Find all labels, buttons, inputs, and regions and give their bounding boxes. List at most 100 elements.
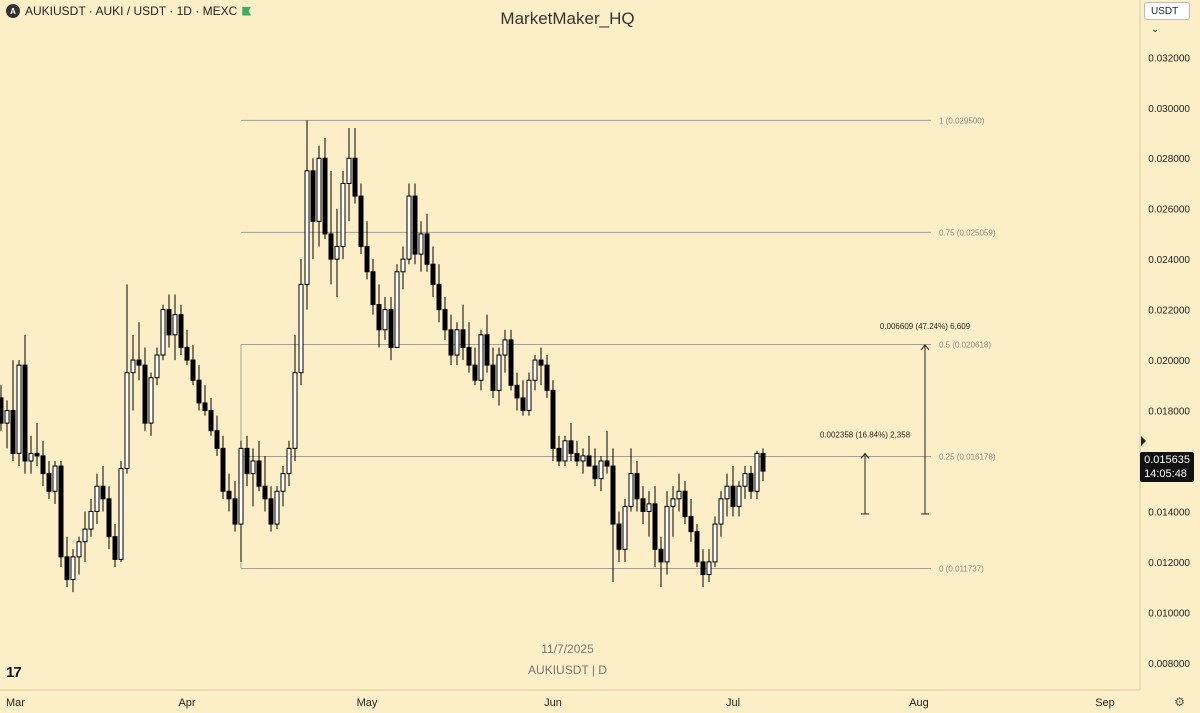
candle-down bbox=[652, 503, 658, 550]
x-tick-label: Mar bbox=[6, 697, 25, 709]
candle-down bbox=[556, 447, 562, 462]
candle-up bbox=[304, 170, 310, 285]
candle-down bbox=[634, 473, 640, 500]
candle-down bbox=[538, 359, 544, 366]
candle-up bbox=[418, 233, 424, 255]
candle-down bbox=[256, 460, 262, 487]
candle-down bbox=[136, 359, 142, 366]
y-tick-label: 0.014000 bbox=[1148, 507, 1190, 518]
y-tick-label: 0.022000 bbox=[1148, 306, 1190, 317]
candle-up bbox=[340, 182, 346, 248]
candle-down bbox=[424, 233, 430, 265]
x-tick-label: Jul bbox=[726, 697, 740, 709]
x-tick-label: May bbox=[357, 697, 378, 709]
candle-up bbox=[562, 440, 568, 462]
candle-down bbox=[604, 460, 610, 467]
candle-down bbox=[592, 465, 598, 480]
candle-up bbox=[718, 498, 724, 525]
candle-down bbox=[694, 531, 700, 563]
y-tick-label: 0.008000 bbox=[1148, 659, 1190, 670]
candle-up bbox=[724, 485, 730, 500]
candle-down bbox=[748, 473, 754, 492]
candle-down bbox=[460, 329, 466, 348]
candle-down bbox=[490, 364, 496, 391]
candle-down bbox=[142, 364, 148, 424]
candle-down bbox=[760, 452, 766, 472]
candle-up bbox=[130, 359, 136, 374]
candle-up bbox=[502, 339, 508, 356]
fib-level-label: 0.75 (0.025059) bbox=[939, 228, 996, 237]
candle-up bbox=[28, 452, 34, 462]
candle-down bbox=[196, 379, 202, 404]
measure-arrowhead bbox=[920, 344, 930, 351]
x-tick-label: Aug bbox=[909, 697, 929, 709]
footer-date: 11/7/2025 bbox=[541, 642, 594, 656]
bar-countdown: 14:05:48 bbox=[1144, 468, 1187, 480]
candle-up bbox=[82, 528, 88, 543]
y-tick-label: 0.020000 bbox=[1148, 356, 1190, 367]
candle-down bbox=[220, 447, 226, 492]
candle-up bbox=[154, 354, 160, 379]
y-tick-label: 0.028000 bbox=[1148, 154, 1190, 165]
candle-down bbox=[586, 455, 592, 467]
candle-down bbox=[226, 490, 232, 500]
candle-up bbox=[736, 485, 742, 507]
candle-down bbox=[610, 465, 616, 525]
candle-up bbox=[52, 465, 58, 492]
symbol-header: A AUKIUSDT · AUKI / USDT · 1D · MEXC bbox=[6, 4, 252, 18]
candle-down bbox=[640, 498, 646, 512]
candle-up bbox=[298, 283, 304, 374]
candle-down bbox=[430, 263, 436, 285]
candle-up bbox=[118, 468, 124, 560]
candle-down bbox=[10, 410, 16, 454]
chevron-down-icon: ⌄ bbox=[1151, 24, 1160, 35]
candle-up bbox=[394, 271, 400, 348]
y-tick-label: 0.024000 bbox=[1148, 255, 1190, 266]
candle-down bbox=[178, 314, 184, 348]
price-marker-icon bbox=[1141, 436, 1146, 446]
candle-down bbox=[700, 561, 706, 576]
flag-icon[interactable] bbox=[242, 6, 252, 16]
candle-down bbox=[58, 465, 64, 558]
candle-down bbox=[508, 339, 514, 386]
candle-down bbox=[616, 523, 622, 550]
candle-up bbox=[70, 556, 76, 581]
candle-up bbox=[316, 157, 322, 222]
candle-down bbox=[268, 498, 274, 525]
candle-up bbox=[526, 379, 532, 412]
candle-down bbox=[550, 389, 556, 449]
candle-down bbox=[40, 455, 46, 475]
candle-up bbox=[16, 364, 22, 454]
candle-down bbox=[232, 498, 238, 525]
tradingview-logo-icon[interactable]: 17 bbox=[6, 664, 22, 681]
candle-down bbox=[412, 195, 418, 255]
candle-down bbox=[46, 473, 52, 492]
candle-up bbox=[406, 195, 412, 260]
candle-down bbox=[64, 556, 70, 581]
candle-down bbox=[442, 309, 448, 331]
candle-down bbox=[388, 309, 394, 348]
candle-up bbox=[646, 503, 652, 512]
candle-up bbox=[250, 460, 256, 475]
candle-down bbox=[244, 447, 250, 475]
y-tick-label: 0.012000 bbox=[1148, 558, 1190, 569]
candle-down bbox=[688, 515, 694, 533]
candle-down bbox=[370, 271, 376, 306]
candle-down bbox=[34, 452, 40, 457]
candle-down bbox=[520, 397, 526, 412]
unit-label: USDT bbox=[1151, 6, 1179, 17]
candle-down bbox=[466, 346, 472, 366]
x-tick-label: Apr bbox=[178, 697, 195, 709]
candle-up bbox=[664, 505, 670, 563]
candle-up bbox=[706, 561, 712, 576]
candle-up bbox=[382, 309, 388, 331]
candle-down bbox=[352, 157, 358, 197]
current-price-tag: 0.015635 14:05:48 bbox=[1140, 452, 1194, 482]
settings-gear-icon[interactable]: ⚙ bbox=[1174, 695, 1185, 709]
candle-down bbox=[448, 329, 454, 356]
candle-down bbox=[190, 359, 196, 381]
candle-up bbox=[712, 523, 718, 563]
currency-unit-selector[interactable]: USDT ⌄ bbox=[1144, 2, 1190, 35]
